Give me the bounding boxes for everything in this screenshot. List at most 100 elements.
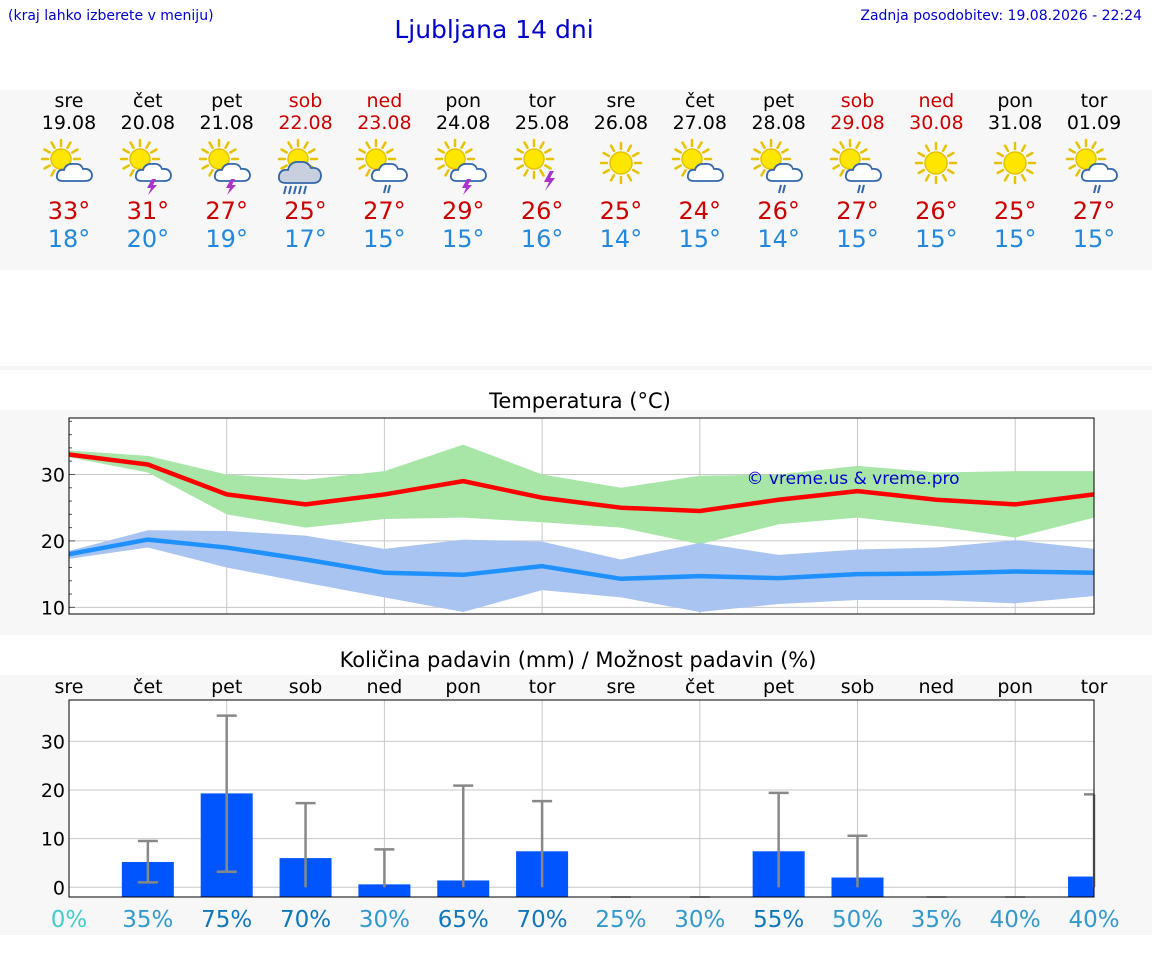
sun-cloud-rain-icon [1065,138,1118,194]
precipitation-probability: 70% [280,907,331,933]
precipitation-probability: 30% [359,907,410,933]
precipitation-xtick-label: pon [445,676,481,698]
max-temperature: 25° [993,197,1037,225]
day-date: 01.09 [1066,112,1122,134]
day-date: 26.08 [593,112,649,134]
max-temperature: 27° [205,197,248,225]
precipitation-probability: 0% [51,907,88,933]
last-updated: Zadnja posodobitev: 19.08.2026 - 22:24 [860,8,1142,24]
day-forecast: pet 28.08 26° 14° [739,90,819,253]
max-temperature: 26° [520,197,564,225]
max-temperature: 25° [599,197,643,225]
day-name: sre [54,90,84,112]
precipitation-plot-frame [68,699,1095,898]
precipitation-bar [1068,876,1094,897]
max-temperature: 33° [47,197,91,225]
day-name: ned [918,90,955,112]
sun-cloud-rain-icon [750,138,803,194]
day-name: sob [840,90,875,112]
day-name: čet [133,90,163,112]
min-temperature: 15° [1072,225,1116,253]
day-forecast: pon 31.08 25° 15° [975,90,1055,253]
temperature-ytick-label: 10 [41,597,65,619]
day-date: 29.08 [830,112,885,134]
day-date: 25.08 [514,112,570,134]
precipitation-probability: 35% [122,907,173,933]
min-temperature: 16° [520,225,564,253]
min-temperature: 19° [205,225,248,253]
precipitation-ytick-label: 10 [41,829,65,851]
sun-cloud-heavy-rain-icon [277,138,322,195]
day-forecast: čet 20.08 31° 20° [108,90,188,253]
divider [0,366,1152,370]
precipitation-xtick-label: sob [841,676,875,698]
max-temperature: 27° [363,197,406,225]
min-temperature: 20° [126,225,170,253]
day-name: tor [528,90,556,112]
max-temperature: 26° [915,197,958,225]
min-temperature: 15° [363,225,406,253]
day-name: sob [288,90,323,112]
sun-icon [993,141,1037,185]
min-temperature: 15° [993,225,1037,253]
precipitation-xtick-label: sre [55,676,84,698]
precipitation-xtick-label: sob [289,676,323,698]
precipitation-probability: 30% [674,907,725,933]
precipitation-ytick-label: 0 [53,877,65,899]
day-name: ned [366,90,403,112]
precipitation-xtick-label: pet [763,676,794,698]
day-name: sre [606,90,636,112]
day-forecast: sre 19.08 33° 18° [29,90,109,253]
precipitation-bar [358,884,411,897]
day-forecast: tor 01.09 27° 15° [1054,90,1134,253]
day-forecast: ned 30.08 26° 15° [896,90,976,253]
min-temperature: 18° [47,225,91,253]
min-temperature: 17° [284,225,327,253]
temperature-plot-frame [68,417,1095,615]
min-temperature: 15° [678,225,722,253]
sun-cloud-rain-icon [356,138,409,194]
sun-icon [599,141,643,185]
day-date: 23.08 [357,112,412,134]
day-name: pon [997,90,1034,112]
temperature-ytick-label: 30 [41,464,65,486]
sun-cloud-thunder-icon [435,138,488,195]
precipitation-probability: 35% [911,907,962,933]
sun-icon [915,141,958,185]
day-forecast: sre 26.08 25° 14° [581,90,661,253]
precipitation-xtick-label: ned [367,676,403,698]
precipitation-chart-title: Količina padavin (mm) / Možnost padavin … [340,648,817,672]
precipitation-xtick-label: čet [133,676,163,698]
precipitation-xtick-label: pet [211,676,242,698]
day-forecast: sob 29.08 27° 15° [818,90,898,253]
day-date: 31.08 [987,112,1043,134]
day-forecast: ned 23.08 27° 15° [344,90,424,253]
min-temperature: 15° [915,225,958,253]
sun-cloud-icon [671,138,724,182]
day-name: pet [211,90,243,112]
precipitation-bar [437,880,490,897]
watermark: © vreme.us & vreme.pro [746,469,959,489]
day-date: 19.08 [41,112,97,134]
max-temperature: 26° [757,197,800,225]
day-forecast: sob 22.08 25° 17° [266,90,346,253]
min-temperature: 15° [836,225,879,253]
precipitation-xtick-label: ned [918,676,954,698]
sun-cloud-thunder-icon [198,138,251,195]
precipitation-xtick-label: tor [1081,676,1108,698]
min-temperature: 14° [757,225,800,253]
precipitation-probability: 25% [595,907,646,933]
day-name: čet [685,90,715,112]
day-date: 27.08 [672,112,727,134]
precipitation-xtick-label: tor [529,676,556,698]
page-title: Ljubljana 14 dni [394,15,594,44]
precipitation-probability: 55% [753,907,804,933]
max-temperature-band [69,444,1095,545]
precipitation-probability: 40% [1068,907,1119,933]
max-temperature: 24° [678,197,722,225]
precipitation-xtick-label: čet [685,676,715,698]
day-name: tor [1080,90,1108,112]
day-date: 30.08 [909,112,964,134]
min-temperature-line [68,537,1095,582]
